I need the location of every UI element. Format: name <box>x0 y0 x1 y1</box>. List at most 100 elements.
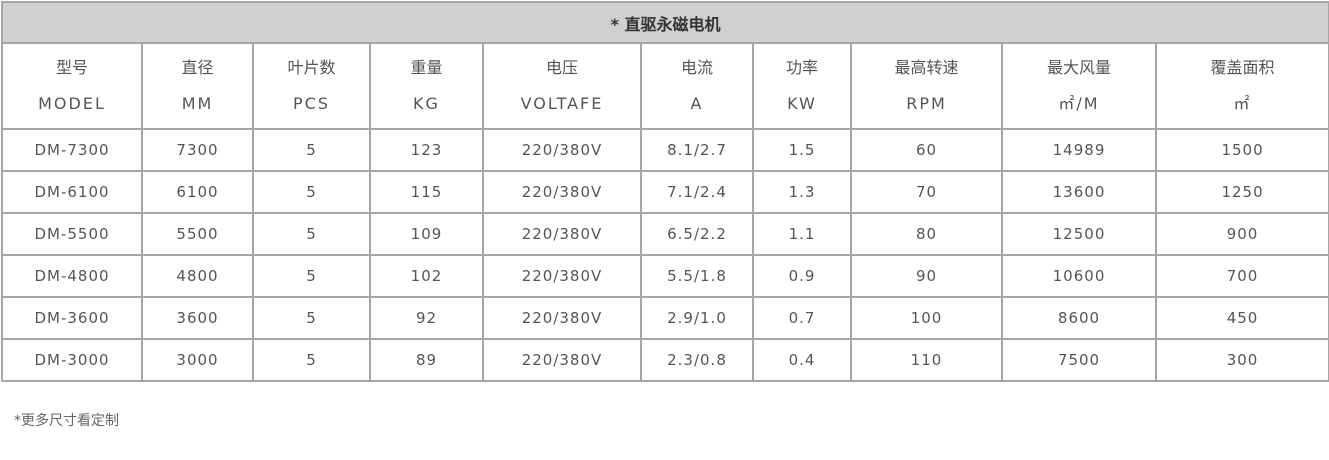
table-cell: 123 <box>369 128 484 172</box>
table-cell: 5 <box>252 170 371 214</box>
table-cell: 4800 <box>141 254 254 298</box>
table-cell: 5 <box>252 128 371 172</box>
column-header-cn: 覆盖面积 <box>1210 58 1275 77</box>
table-cell: DM-3600 <box>1 296 143 340</box>
table-cell: 1250 <box>1154 170 1329 214</box>
table-cell: 1.3 <box>752 170 852 214</box>
table-cell: 109 <box>369 212 484 256</box>
table-cell: 900 <box>1154 212 1329 256</box>
table-cell: 2.9/1.0 <box>640 296 754 340</box>
column-header-cn: 最高转速 <box>894 58 959 77</box>
column-header-cn: 电流 <box>680 58 713 77</box>
column-header: 叶片数 PCS <box>252 42 371 130</box>
table-cell: 7500 <box>1001 338 1157 382</box>
table-cell: 5500 <box>141 212 254 256</box>
column-header-cn: 叶片数 <box>287 58 336 77</box>
table-cell: 0.4 <box>752 338 852 382</box>
table-title: * 直驱永磁电机 <box>0 1 1329 44</box>
table-cell: 5.5/1.8 <box>640 254 754 298</box>
table-cell: 5 <box>252 212 371 256</box>
column-header-en: MM <box>181 94 214 113</box>
table-cell: 0.7 <box>752 296 852 340</box>
table-cell: 10600 <box>1001 254 1157 298</box>
table-cell: 6.5/2.2 <box>640 212 754 256</box>
column-header: 重量 KG <box>369 42 484 130</box>
table-cell: 220/380V <box>482 128 642 172</box>
table-cell: 5 <box>252 254 371 298</box>
table-cell: 60 <box>850 128 1003 172</box>
table-cell: 115 <box>369 170 484 214</box>
column-header-cn: 电压 <box>545 58 578 77</box>
table-header-row: 型号 MODEL 直径 MM 叶片数 PCS 重量 KG 电压 VOLTAFE 电流 A 功率 KW 最高转… <box>1 42 1329 130</box>
table-cell: 5 <box>252 296 371 340</box>
table-cell: DM-4800 <box>1 254 143 298</box>
table-cell: 450 <box>1154 296 1329 340</box>
table-cell: 220/380V <box>482 254 642 298</box>
table-cell: 700 <box>1154 254 1329 298</box>
table-cell: 70 <box>850 170 1003 214</box>
table-cell: 14989 <box>1001 128 1157 172</box>
column-header-en: ㎡/M <box>1058 94 1100 113</box>
table-cell: 110 <box>850 338 1003 382</box>
table-cell: 300 <box>1154 338 1329 382</box>
table-cell: 3600 <box>141 296 254 340</box>
table-cell: 89 <box>369 338 484 382</box>
table-cell: 220/380V <box>482 212 642 256</box>
column-header: 型号 MODEL <box>1 42 143 130</box>
table-cell: 1.5 <box>752 128 852 172</box>
table-cell: DM-5500 <box>1 212 143 256</box>
column-header: 电流 A <box>640 42 754 130</box>
column-header-cn: 重量 <box>410 58 443 77</box>
table-row: DM-4800 4800 5 102 220/380V 5.5/1.8 0.9 90 10600… <box>1 254 1329 298</box>
table-cell: 8.1/2.7 <box>640 128 754 172</box>
column-header-en: KW <box>787 94 817 113</box>
column-header-en: ㎡ <box>1233 94 1252 113</box>
table-cell: 100 <box>850 296 1003 340</box>
column-header: 电压 VOLTAFE <box>482 42 642 130</box>
table-row: DM-5500 5500 5 109 220/380V 6.5/2.2 1.1 80 12500… <box>1 212 1329 256</box>
column-header-en: PCS <box>293 94 330 113</box>
column-header: 直径 MM <box>141 42 254 130</box>
table-cell: 7.1/2.4 <box>640 170 754 214</box>
column-header-en: MODEL <box>38 94 106 113</box>
column-header-cn: 最大风量 <box>1046 58 1111 77</box>
table-cell: 220/380V <box>482 296 642 340</box>
table-row: DM-3600 3600 5 92 220/380V 2.9/1.0 0.7 100 8600 4… <box>1 296 1329 340</box>
column-header-en: VOLTAFE <box>520 94 604 113</box>
table-cell: 220/380V <box>482 338 642 382</box>
spec-table: * 直驱永磁电机 型号 MODEL 直径 MM 叶片数 PCS 重量 KG 电压 VOLTAFE 电… <box>0 1 1329 382</box>
table-title-row: * 直驱永磁电机 <box>0 1 1329 44</box>
column-header-en: RPM <box>906 94 947 113</box>
table-cell: 220/380V <box>482 170 642 214</box>
table-row: DM-6100 6100 5 115 220/380V 7.1/2.4 1.3 70 13600… <box>1 170 1329 214</box>
table-cell: 90 <box>850 254 1003 298</box>
table-cell: DM-3000 <box>1 338 143 382</box>
column-header-cn: 型号 <box>55 58 88 77</box>
table-cell: 92 <box>369 296 484 340</box>
column-header: 最高转速 RPM <box>850 42 1003 130</box>
table-cell: 1500 <box>1154 128 1329 172</box>
column-header-cn: 功率 <box>785 58 818 77</box>
table-row: DM-3000 3000 5 89 220/380V 2.3/0.8 0.4 110 7500 3… <box>1 338 1329 382</box>
table-cell: 13600 <box>1001 170 1157 214</box>
table-cell: DM-6100 <box>1 170 143 214</box>
table-cell: 0.9 <box>752 254 852 298</box>
column-header-cn: 直径 <box>181 58 214 77</box>
table-cell: 2.3/0.8 <box>640 338 754 382</box>
column-header-en: KG <box>413 94 440 113</box>
footnote: *更多尺寸看定制 <box>14 413 119 429</box>
table-cell: 6100 <box>141 170 254 214</box>
table-cell: DM-7300 <box>1 128 143 172</box>
table-cell: 3000 <box>141 338 254 382</box>
table-cell: 102 <box>369 254 484 298</box>
table-cell: 7300 <box>141 128 254 172</box>
table-cell: 8600 <box>1001 296 1157 340</box>
table-row: DM-7300 7300 5 123 220/380V 8.1/2.7 1.5 60 14989… <box>1 128 1329 172</box>
table-cell: 5 <box>252 338 371 382</box>
table-cell: 12500 <box>1001 212 1157 256</box>
column-header: 功率 KW <box>752 42 852 130</box>
table-cell: 1.1 <box>752 212 852 256</box>
column-header-en: A <box>690 94 704 113</box>
